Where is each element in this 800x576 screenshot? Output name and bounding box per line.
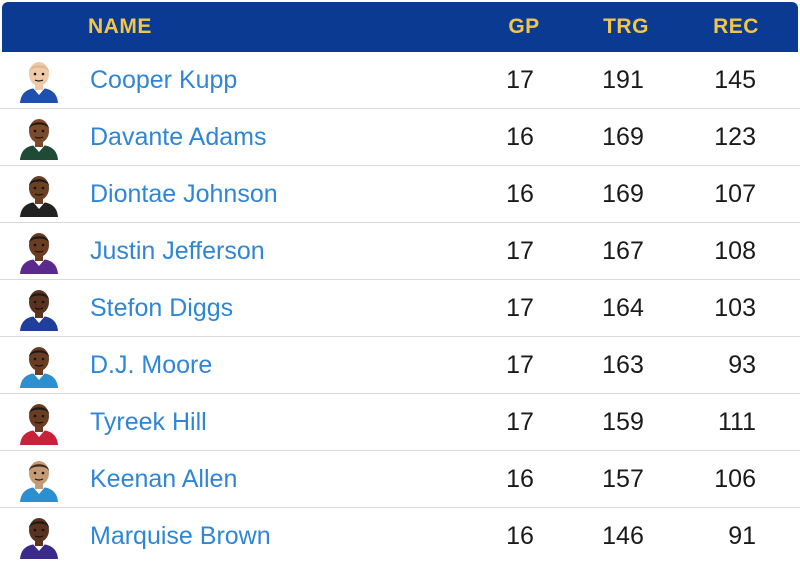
player-name-link[interactable]: D.J. Moore	[90, 351, 213, 379]
targets-cell: 157	[602, 465, 644, 493]
table-row: Davante Adams 16 169 123	[0, 109, 800, 166]
player-avatar[interactable]	[18, 515, 60, 559]
targets-cell: 159	[602, 408, 644, 436]
games-played-cell: 16	[506, 180, 534, 208]
player-name-link[interactable]: Diontae Johnson	[90, 180, 278, 208]
player-avatar[interactable]	[18, 173, 60, 217]
player-name-link[interactable]: Stefon Diggs	[90, 294, 234, 322]
receptions-cell: 91	[728, 522, 756, 550]
column-header-rec[interactable]: REC	[713, 15, 759, 38]
player-avatar[interactable]	[18, 116, 60, 160]
targets-cell: 191	[602, 66, 644, 94]
table-row: Marquise Brown 16 146 91	[0, 508, 800, 565]
receptions-cell: 108	[714, 237, 756, 265]
games-played-cell: 16	[506, 522, 534, 550]
table-row: Stefon Diggs 17 164 103	[0, 280, 800, 337]
receptions-cell: 103	[714, 294, 756, 322]
games-played-cell: 16	[506, 465, 534, 493]
table-header: NAME GP TRG REC	[2, 2, 798, 52]
player-name-link[interactable]: Davante Adams	[90, 123, 267, 151]
column-header-name[interactable]: NAME	[88, 15, 152, 38]
games-played-cell: 17	[506, 294, 534, 322]
games-played-cell: 17	[506, 66, 534, 94]
receptions-cell: 145	[714, 66, 756, 94]
player-name-link[interactable]: Justin Jefferson	[90, 237, 265, 265]
table-row: Keenan Allen 16 157 106	[0, 451, 800, 508]
player-avatar[interactable]	[18, 230, 60, 274]
targets-cell: 169	[602, 123, 644, 151]
table-row: Justin Jefferson 17 167 108	[0, 223, 800, 280]
table-row: D.J. Moore 17 163 93	[0, 337, 800, 394]
targets-cell: 167	[602, 237, 644, 265]
player-name-link[interactable]: Tyreek Hill	[90, 408, 207, 436]
games-played-cell: 17	[506, 237, 534, 265]
games-played-cell: 17	[506, 408, 534, 436]
targets-cell: 169	[602, 180, 644, 208]
column-header-trg[interactable]: TRG	[603, 15, 649, 38]
player-avatar[interactable]	[18, 287, 60, 331]
targets-cell: 163	[602, 351, 644, 379]
table-row: Tyreek Hill 17 159 111	[0, 394, 800, 451]
player-name-link[interactable]: Cooper Kupp	[90, 66, 238, 94]
receptions-cell: 111	[717, 408, 756, 436]
receptions-cell: 106	[714, 465, 756, 493]
table-row: Cooper Kupp 17 191 145	[0, 52, 800, 109]
player-name-link[interactable]: Keenan Allen	[90, 465, 238, 493]
player-avatar[interactable]	[18, 59, 60, 103]
games-played-cell: 17	[506, 351, 534, 379]
receptions-cell: 93	[728, 351, 756, 379]
player-avatar[interactable]	[18, 401, 60, 445]
games-played-cell: 16	[506, 123, 534, 151]
table-row: Diontae Johnson 16 169 107	[0, 166, 800, 223]
receptions-cell: 123	[714, 123, 756, 151]
receptions-cell: 107	[714, 180, 756, 208]
column-header-gp[interactable]: GP	[508, 15, 540, 38]
table-body: Cooper Kupp 17 191 145 Davante Adams 16 …	[0, 52, 800, 565]
player-avatar[interactable]	[18, 344, 60, 388]
targets-cell: 164	[602, 294, 644, 322]
player-avatar[interactable]	[18, 458, 60, 502]
targets-cell: 146	[602, 522, 644, 550]
player-name-link[interactable]: Marquise Brown	[90, 522, 271, 550]
